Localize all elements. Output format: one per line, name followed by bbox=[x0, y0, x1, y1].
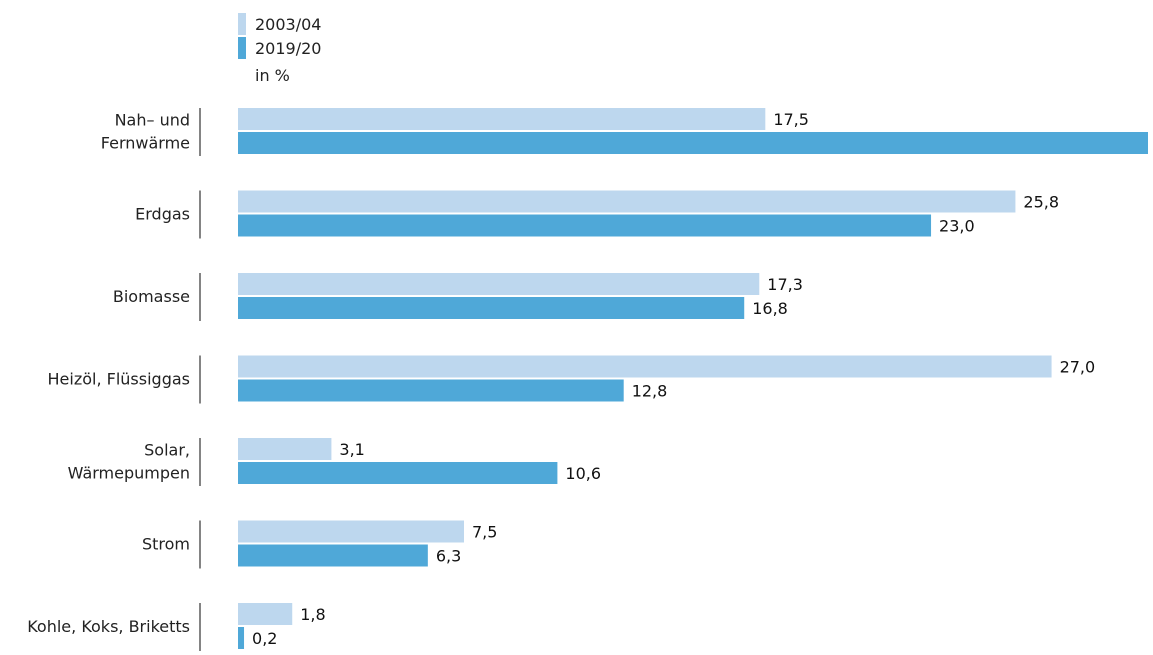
bar-2003-04 bbox=[238, 108, 766, 130]
bar-2019-20 bbox=[238, 214, 932, 237]
bar-2019-20 bbox=[238, 627, 245, 649]
data-label: 27,0 bbox=[1060, 358, 1096, 377]
legend-swatch-2003-04 bbox=[238, 13, 246, 35]
data-label: 6,3 bbox=[436, 547, 461, 566]
category-label: Wärmepumpen bbox=[68, 464, 190, 483]
data-label: 12,8 bbox=[632, 382, 668, 401]
legend-label-2019-20: 2019/20 bbox=[255, 38, 322, 58]
legend-swatch-2019-20 bbox=[238, 37, 246, 59]
bar-2019-20 bbox=[238, 544, 428, 567]
category-label: Strom bbox=[142, 535, 190, 554]
legend-item-2003-04: 2003/04 bbox=[238, 12, 321, 36]
legend-item-2019-20: 2019/20 bbox=[238, 36, 321, 60]
data-label: 10,6 bbox=[565, 464, 601, 483]
bar-2003-04 bbox=[238, 520, 464, 543]
bar-2019-20 bbox=[238, 462, 558, 484]
data-label: 3,1 bbox=[339, 440, 364, 459]
category-label: Solar, bbox=[144, 441, 190, 460]
bar-2003-04 bbox=[238, 603, 293, 625]
data-label: 1,8 bbox=[300, 605, 325, 624]
bar-2003-04 bbox=[238, 438, 332, 460]
data-label: 17,5 bbox=[773, 110, 809, 129]
category-label: Erdgas bbox=[135, 205, 190, 224]
category-label: Fernwärme bbox=[101, 134, 190, 153]
data-label: 17,3 bbox=[767, 275, 803, 294]
data-label: 23,0 bbox=[939, 217, 975, 236]
bar-2003-04 bbox=[238, 273, 760, 295]
unit-label: in % bbox=[255, 66, 290, 85]
category-label: Kohle, Koks, Briketts bbox=[27, 617, 190, 636]
category-label: Nah– und bbox=[115, 111, 190, 130]
category-label: Heizöl, Flüssiggas bbox=[48, 370, 190, 389]
bar-2019-20 bbox=[238, 297, 745, 319]
data-label: 7,5 bbox=[472, 523, 497, 542]
category-label: Biomasse bbox=[113, 287, 190, 306]
bar-2019-20 bbox=[238, 132, 1148, 154]
bar-2019-20 bbox=[238, 379, 624, 402]
data-label: 0,2 bbox=[252, 629, 277, 648]
legend-label-2003-04: 2003/04 bbox=[255, 14, 322, 34]
bar-2003-04 bbox=[238, 355, 1052, 378]
data-label: 16,8 bbox=[752, 299, 788, 318]
data-label: 25,8 bbox=[1023, 193, 1059, 212]
bar-2003-04 bbox=[238, 190, 1016, 213]
legend: 2003/04 2019/20 in % bbox=[238, 12, 321, 85]
